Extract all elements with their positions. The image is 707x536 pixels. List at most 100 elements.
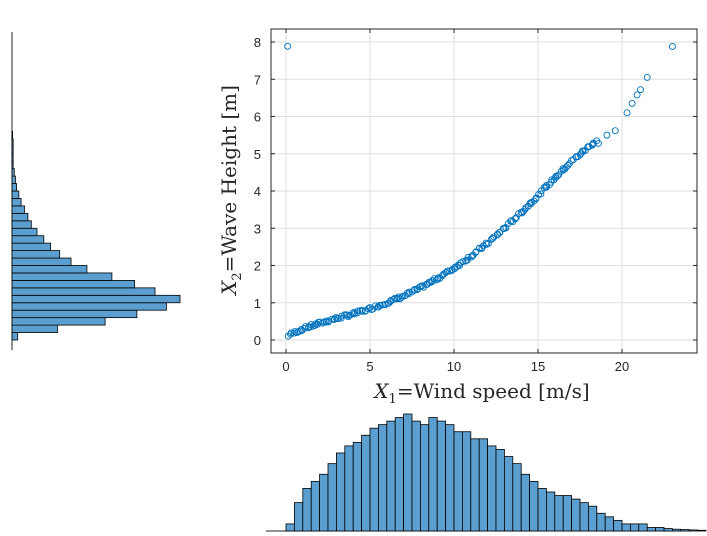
histogram-bar bbox=[663, 528, 673, 532]
scatter-points bbox=[284, 42, 676, 340]
histogram-bar bbox=[11, 302, 167, 311]
data-point bbox=[643, 73, 651, 81]
y-tick-label: 2 bbox=[254, 259, 261, 274]
data-point bbox=[578, 147, 586, 155]
histogram-bar bbox=[11, 279, 135, 289]
data-point bbox=[633, 91, 641, 99]
histogram-bar bbox=[495, 449, 505, 532]
histogram-bar bbox=[562, 495, 573, 532]
histogram-bar bbox=[11, 198, 22, 207]
histogram-bar bbox=[546, 491, 556, 532]
data-point bbox=[511, 215, 519, 223]
data-point bbox=[507, 217, 515, 225]
x-tick-label: 0 bbox=[282, 359, 289, 374]
histogram-bar bbox=[11, 220, 32, 229]
histogram-bar bbox=[630, 523, 640, 532]
data-point bbox=[595, 139, 602, 147]
data-point bbox=[553, 172, 561, 180]
histogram-bar bbox=[11, 205, 25, 214]
data-point bbox=[432, 276, 440, 284]
data-point bbox=[581, 146, 589, 154]
data-point bbox=[344, 313, 352, 321]
histogram-bar bbox=[11, 287, 156, 296]
histogram-bar bbox=[344, 445, 354, 532]
histogram-bar bbox=[571, 498, 581, 532]
histogram-bar bbox=[11, 324, 58, 333]
histogram-bar bbox=[11, 242, 51, 251]
histogram-bar bbox=[646, 527, 657, 532]
data-point bbox=[444, 267, 451, 275]
histogram-bar bbox=[293, 502, 304, 532]
histogram-bar bbox=[11, 153, 14, 162]
histogram-bar bbox=[403, 413, 413, 532]
histogram-bar bbox=[453, 431, 463, 532]
histogram-bar bbox=[520, 473, 531, 532]
x-tick-label: 15 bbox=[531, 359, 545, 374]
data-point bbox=[532, 194, 540, 202]
data-point bbox=[623, 109, 631, 117]
histogram-bar bbox=[428, 417, 438, 532]
data-point bbox=[456, 262, 464, 269]
data-point bbox=[502, 224, 510, 232]
histogram-bar bbox=[487, 445, 497, 532]
histogram-bar bbox=[680, 529, 690, 532]
histogram-bar bbox=[11, 294, 181, 304]
histogram-bar bbox=[11, 332, 19, 341]
data-point bbox=[550, 176, 558, 184]
histogram-bar bbox=[419, 424, 430, 532]
histogram-bar bbox=[537, 488, 547, 532]
data-point bbox=[330, 315, 338, 323]
histogram-bar bbox=[411, 420, 421, 532]
data-point bbox=[548, 176, 556, 184]
data-point bbox=[540, 184, 548, 192]
histogram-bar bbox=[655, 527, 665, 532]
data-point bbox=[307, 321, 315, 329]
histogram-bar bbox=[285, 523, 295, 532]
histogram-bar bbox=[11, 250, 61, 259]
x-tick-label: 5 bbox=[366, 359, 373, 374]
data-point bbox=[564, 161, 572, 169]
data-point bbox=[419, 282, 427, 290]
y-tick-label: 3 bbox=[254, 221, 261, 236]
y-tick-label: 4 bbox=[254, 184, 261, 199]
histogram-bar bbox=[11, 235, 45, 244]
data-point bbox=[354, 307, 362, 315]
histogram-bar bbox=[319, 473, 329, 532]
histogram-bar bbox=[369, 427, 379, 532]
histogram-bar bbox=[588, 505, 598, 532]
histogram-bar bbox=[11, 160, 14, 170]
histogram-bar bbox=[11, 265, 88, 274]
histogram-bar bbox=[478, 438, 489, 532]
histogram-bar bbox=[386, 420, 396, 532]
histogram-bar bbox=[579, 502, 589, 532]
y-tick-label: 6 bbox=[254, 110, 261, 125]
histogram-bar bbox=[335, 452, 346, 532]
histogram-bar bbox=[327, 463, 337, 532]
histogram-bar bbox=[596, 512, 606, 532]
data-point bbox=[668, 43, 676, 50]
y-tick-label: 7 bbox=[254, 72, 261, 87]
histogram-bar bbox=[672, 528, 682, 532]
histogram-bar bbox=[310, 480, 321, 532]
histogram-bar bbox=[470, 438, 480, 532]
data-point bbox=[350, 308, 358, 316]
data-point bbox=[284, 42, 292, 50]
x-tick-label: 10 bbox=[447, 359, 461, 374]
data-point bbox=[305, 323, 313, 331]
data-point bbox=[459, 258, 467, 266]
histogram-bar bbox=[613, 519, 623, 532]
histogram-bar bbox=[11, 257, 72, 266]
histogram-bar bbox=[11, 309, 138, 319]
x-axis-label: X1=Wind speed [m/s] bbox=[372, 379, 589, 407]
wind-speed-histogram bbox=[266, 413, 707, 532]
data-point bbox=[442, 269, 450, 276]
histogram-bar bbox=[11, 130, 13, 140]
y-tick-label: 0 bbox=[254, 333, 261, 348]
y-axis-label: X2=Wave Height [m] bbox=[217, 85, 245, 297]
histogram-bar bbox=[697, 529, 707, 532]
histogram-bar bbox=[302, 488, 312, 532]
histogram-bar bbox=[688, 529, 699, 532]
data-point bbox=[405, 288, 413, 296]
histogram-bar bbox=[352, 441, 363, 532]
